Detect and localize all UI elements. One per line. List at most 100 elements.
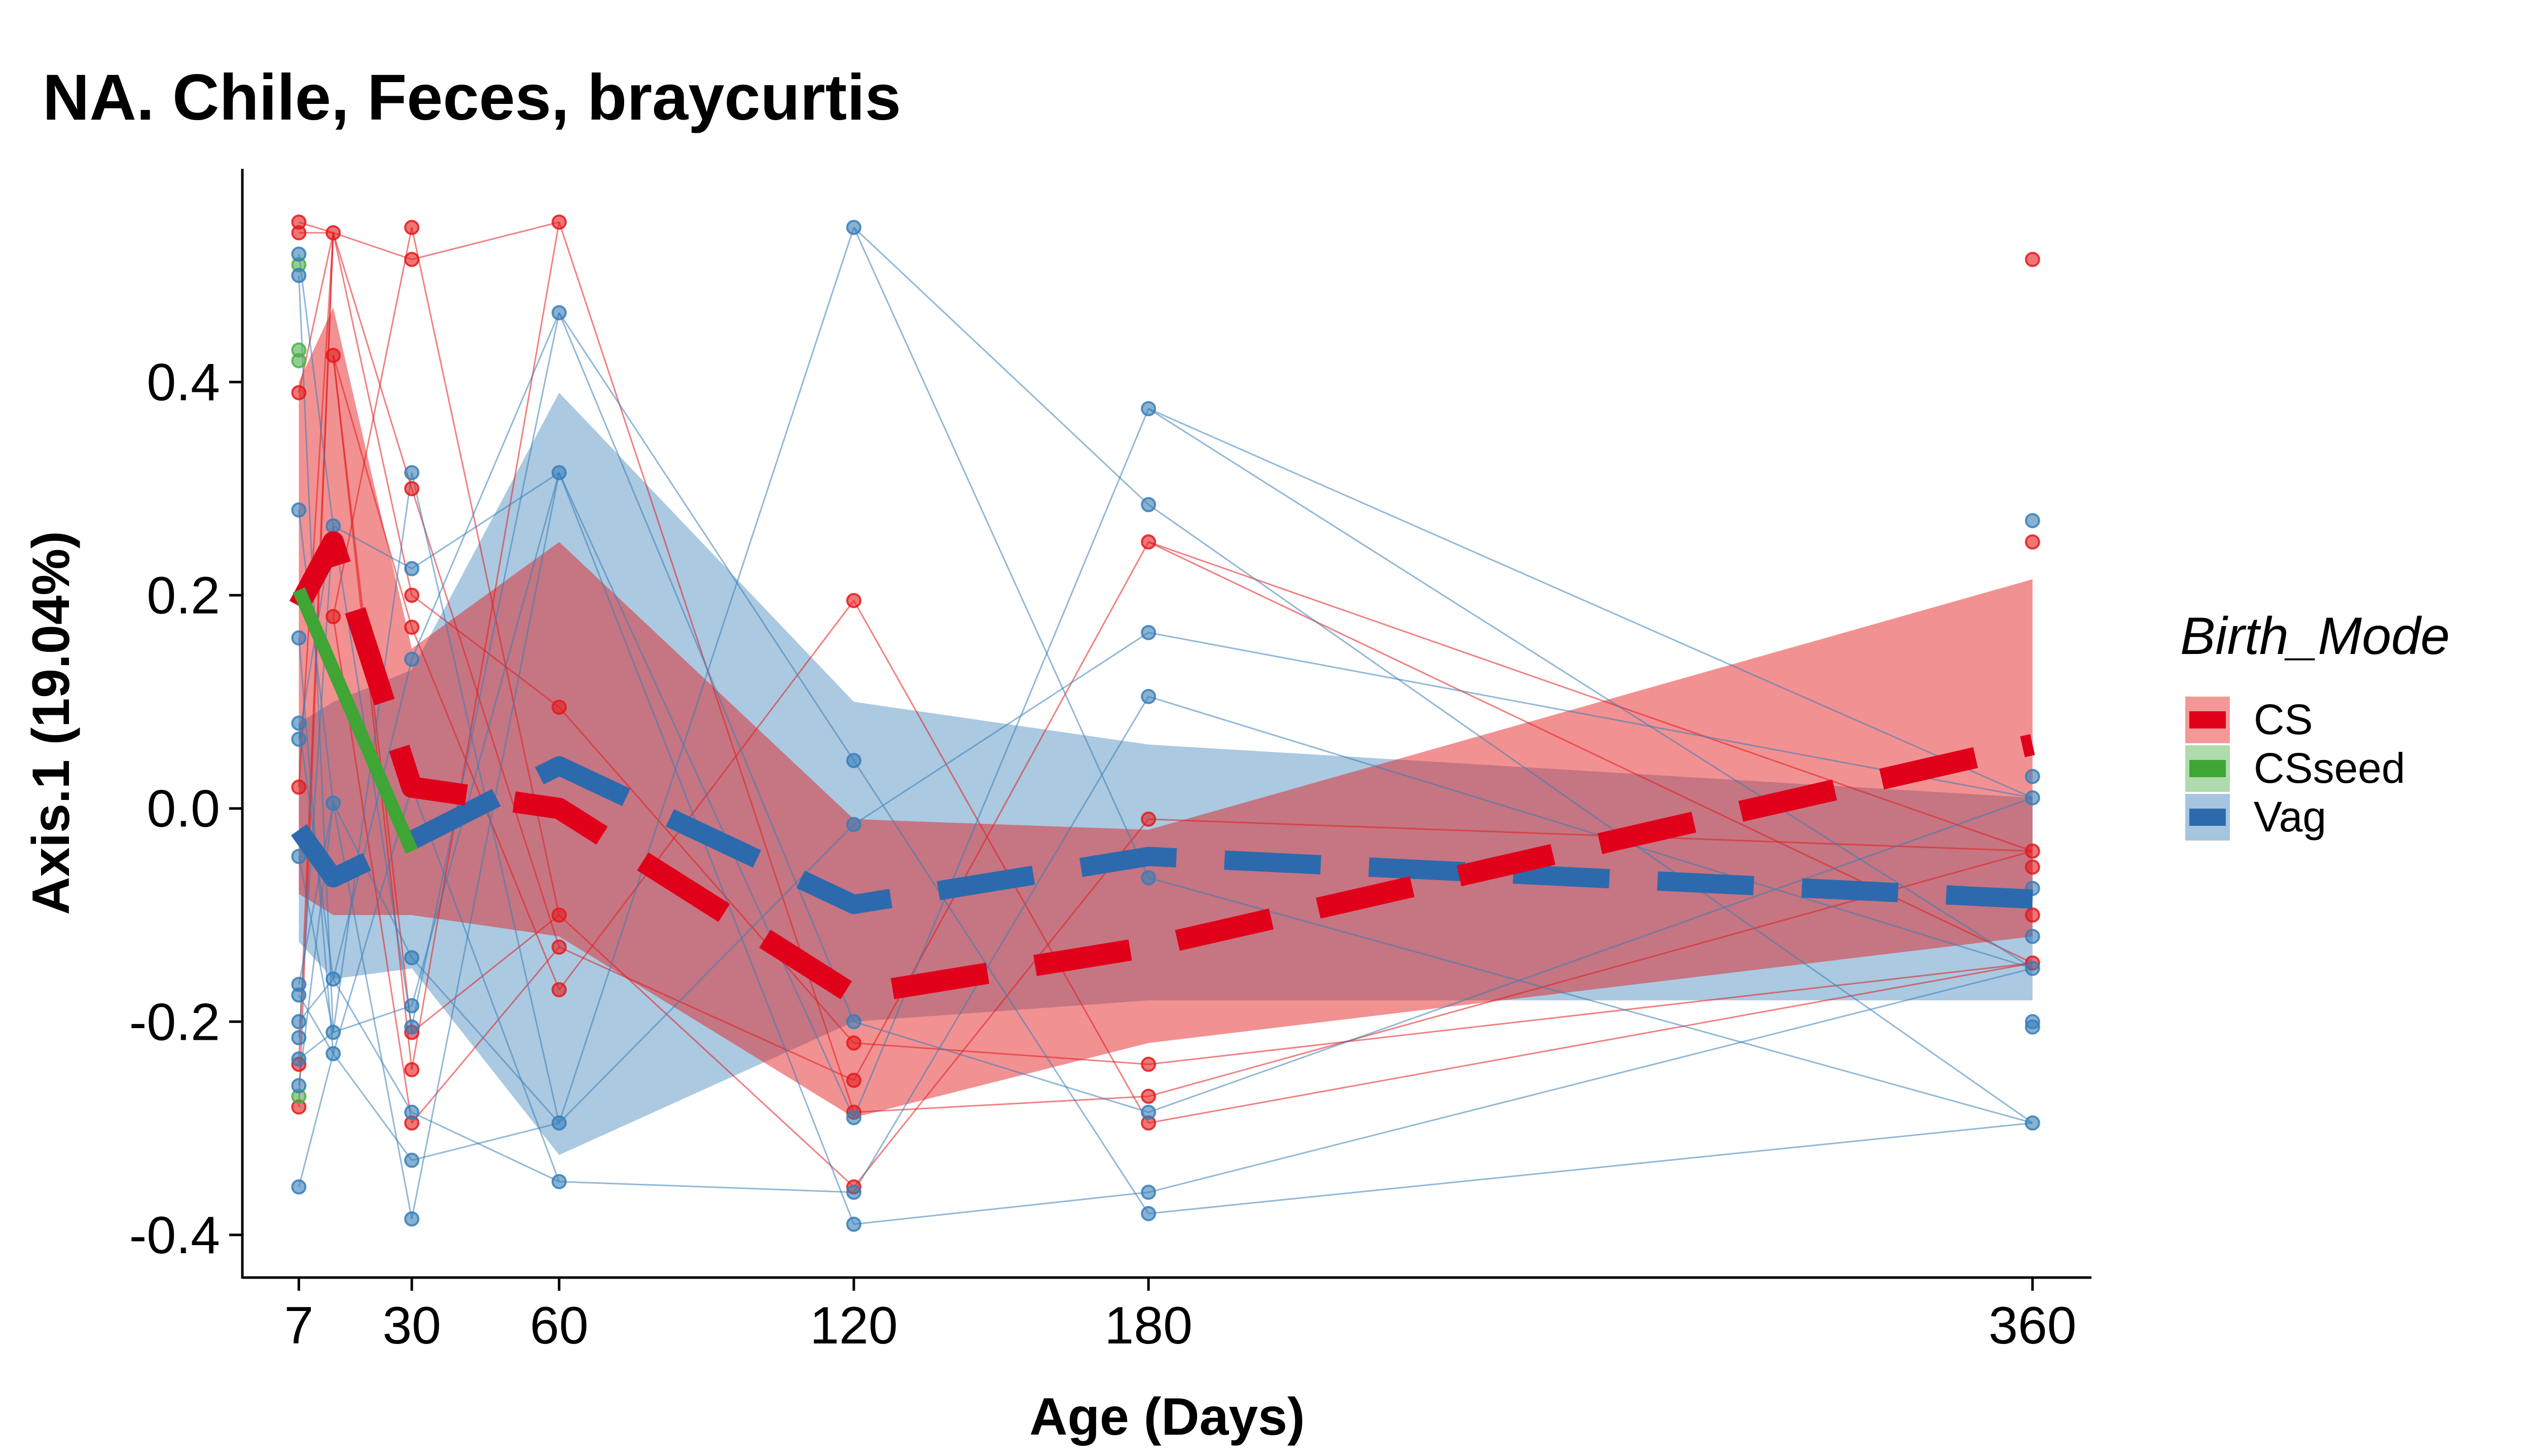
trajectory-line-vag (411, 472, 560, 1006)
y-axis-title: Axis.1 (19.04%) (22, 531, 81, 915)
trajectory-line-vag (853, 227, 1149, 879)
mean-line-cs (289, 531, 2035, 1006)
trajectory-line-cs (1148, 962, 2033, 1065)
y-tick-label: -0.2 (129, 993, 220, 1051)
data-point-vag (291, 630, 307, 646)
ribbons (299, 307, 2033, 1155)
trajectory-line-vag (853, 408, 1149, 1118)
mean-line-csseed (293, 587, 418, 854)
data-point-vag (1141, 401, 1157, 417)
data-point-cs (2025, 843, 2040, 859)
trajectory-line-vag (853, 632, 1149, 825)
trajectory-line-vag (558, 312, 855, 761)
trajectory-line-cs (332, 355, 413, 1070)
y-tick-label: 0.0 (147, 780, 220, 839)
data-point-cs (291, 385, 307, 401)
data-point-vag (846, 220, 861, 235)
data-point-vag (291, 1078, 307, 1094)
y-tick-label: -0.4 (129, 1206, 220, 1265)
trajectory-line-vag (1148, 967, 2033, 1193)
data-point-vag (846, 1110, 861, 1125)
trajectory-line-vag (558, 227, 855, 1123)
data-point-cs (2025, 251, 2040, 267)
data-point-vag (404, 950, 420, 966)
data-point-vag (291, 732, 307, 747)
data-point-vag (2025, 1115, 2040, 1131)
data-point-cs (404, 620, 420, 635)
data-point-cs (1141, 1088, 1157, 1104)
data-point-cs (1141, 811, 1157, 827)
data-point-vag (326, 1025, 341, 1040)
trajectory-line-vag (298, 254, 334, 526)
legend-title: Birth_Mode (2180, 607, 2450, 666)
data-point-cs (404, 251, 420, 267)
trajectory-line-cs (332, 232, 413, 489)
data-point-vag (1141, 1206, 1157, 1221)
trajectory-line-vag (411, 312, 560, 1028)
data-point-vag (404, 651, 420, 667)
trajectory-line-vag (558, 312, 855, 1022)
x-tick-label: 120 (810, 1296, 898, 1355)
data-point-csseed (291, 353, 307, 369)
chart-title: NA. Chile, Feces, braycurtis (43, 61, 901, 134)
data-point-cs (551, 982, 567, 998)
data-point-vag (326, 518, 341, 534)
data-point-vag (846, 1216, 861, 1232)
data-point-vag (1141, 625, 1157, 640)
data-point-cs (846, 1072, 861, 1088)
trajectory-line-cs (558, 706, 855, 1044)
data-point-cs (1141, 534, 1157, 550)
data-point-vag (404, 561, 420, 576)
data-point-vag (291, 1030, 307, 1045)
trajectory-line-vag (853, 696, 1149, 1193)
x-tick-label: 7 (284, 1296, 313, 1355)
data-point-vag (2025, 790, 2040, 806)
trajectory-line-cs (1148, 541, 2033, 852)
data-point-cs (404, 220, 420, 235)
x-tick-label: 180 (1104, 1296, 1193, 1355)
trajectory-line-cs (411, 594, 560, 708)
data-point-cs (326, 348, 341, 363)
x-ticks: 7 30 60 120 180 360 (284, 1278, 2077, 1355)
data-point-vag (1141, 1184, 1157, 1200)
trajectory-line-cs (1148, 962, 2033, 1124)
data-point-vag (551, 1174, 567, 1189)
trajectory-line-vag (1148, 696, 2033, 969)
trajectory-line-vag (853, 760, 1149, 1214)
y-tick-label: 0.4 (147, 353, 220, 412)
x-axis-title: Age (Days) (1029, 1388, 1305, 1446)
data-point-vag (1141, 1105, 1157, 1120)
data-point-vag (551, 1115, 567, 1131)
trajectory-line-vag (559, 1181, 854, 1193)
axes (241, 169, 2091, 1279)
data-point-cs (404, 588, 420, 603)
trajectory-line-cs (411, 221, 560, 261)
data-point-cs (846, 593, 861, 608)
data-point-vag (291, 502, 307, 518)
trajectory-line-vag (853, 227, 1149, 505)
trajectory-line-vag (298, 978, 334, 1023)
data-point-vag (326, 1046, 341, 1062)
data-point-vag (846, 1184, 861, 1200)
data-point-cs (326, 609, 341, 625)
data-point-vag (326, 795, 341, 811)
ribbon-vag (299, 392, 2033, 1155)
trajectory-line-vag (853, 1191, 1149, 1225)
data-point-vag (291, 987, 307, 1003)
trajectory-line-cs (1148, 818, 2033, 852)
data-point-vag (404, 1152, 420, 1168)
data-point-vag (846, 817, 861, 832)
trajectory-line-vag (411, 472, 560, 1219)
data-point-vag (404, 465, 420, 481)
data-point-vag (404, 1019, 420, 1035)
trajectory-line-vag (411, 787, 560, 1182)
trajectory-line-vag (558, 472, 855, 1225)
trajectory-line-vag (853, 1021, 1149, 1113)
trajectory-line-cs (298, 233, 334, 787)
data-point-vag (404, 1211, 420, 1227)
data-point-cs (404, 1062, 420, 1077)
trajectory-line-vag (332, 803, 413, 958)
data-point-cs (2025, 859, 2040, 875)
trajectory-line-vag (411, 312, 560, 660)
